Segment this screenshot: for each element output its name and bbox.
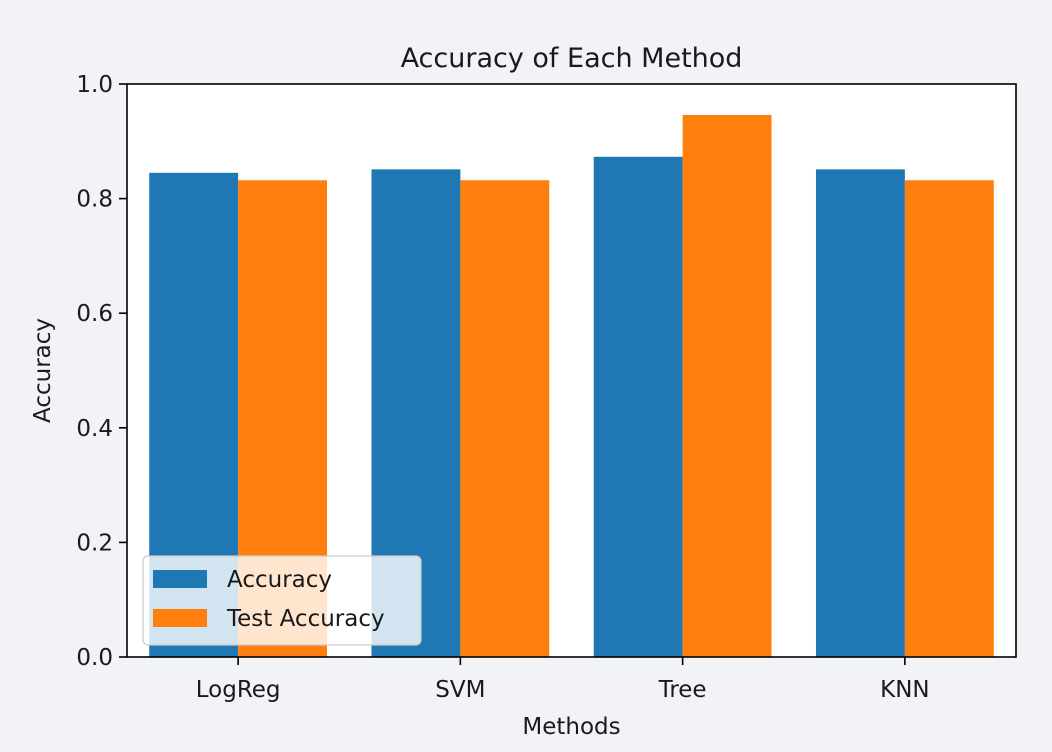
legend-swatch-accuracy [153, 570, 207, 588]
y-tick-label: 0.2 [76, 530, 113, 556]
x-axis-title: Methods [522, 714, 620, 740]
legend-label-test-accuracy: Test Accuracy [226, 606, 385, 632]
bar-test-accuracy-svm [460, 180, 550, 657]
plot-frame [126, 83, 1017, 658]
x-tick-label-knn: KNN [880, 677, 930, 703]
legend-swatch-test-accuracy [153, 609, 207, 627]
y-axis: 0.0 0.2 0.4 0.6 0.8 1.0 [76, 72, 127, 671]
x-tick-label-tree: Tree [658, 677, 707, 703]
legend-box [142, 555, 422, 646]
legend-label-accuracy: Accuracy [227, 567, 332, 593]
bar-test-accuracy-knn [904, 180, 994, 657]
bar-accuracy-tree [593, 156, 683, 657]
chart-title: Accuracy of Each Method [401, 43, 743, 74]
y-tick-label: 1.0 [76, 72, 113, 98]
legend: Accuracy Test Accuracy [142, 555, 422, 646]
x-tick-label-svm: SVM [435, 677, 485, 703]
x-axis: LogReg SVM Tree KNN [196, 657, 930, 703]
y-tick-label: 0.4 [76, 416, 113, 442]
y-tick-label: 0.8 [76, 187, 113, 213]
x-tick-label-logreg: LogReg [196, 677, 281, 703]
bar-accuracy-knn [815, 169, 905, 657]
bar-test-accuracy-tree [682, 114, 772, 657]
y-tick-label: 0.6 [76, 301, 113, 327]
y-axis-title: Accuracy [30, 318, 56, 423]
y-tick-label: 0.0 [76, 645, 113, 671]
